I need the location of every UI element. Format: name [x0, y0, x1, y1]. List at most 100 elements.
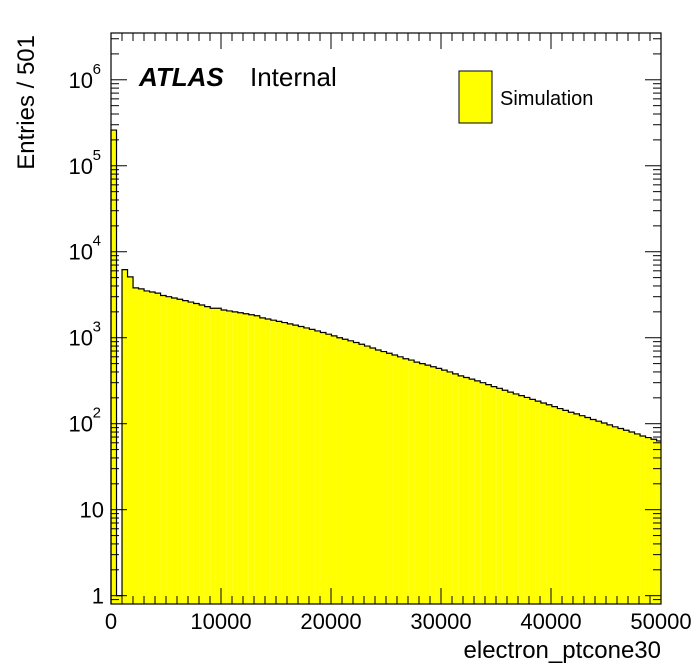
histogram-bar: [193, 303, 200, 604]
histogram-bar: [381, 351, 387, 604]
y-tick-label: 1: [92, 584, 104, 609]
histogram-bar: [364, 346, 371, 604]
histogram-bar: [309, 329, 315, 604]
y-tick-label: 10 4: [69, 233, 101, 265]
histogram-bar: [204, 306, 211, 604]
histogram-bar: [640, 435, 646, 604]
y-tick-label: 10 3: [69, 319, 101, 351]
histogram-bar: [265, 319, 271, 604]
y-tick-exponent: 6: [93, 61, 101, 78]
x-tick-label: 30000: [410, 609, 471, 634]
histogram-bar: [507, 392, 514, 604]
histogram-bar: [226, 310, 233, 604]
histogram-bar: [116, 595, 123, 604]
histogram-bar: [276, 321, 282, 604]
histogram-bar: [177, 299, 183, 604]
histogram-bar: [551, 406, 558, 604]
histogram-bar: [452, 373, 459, 604]
histogram-bar: [314, 330, 321, 604]
histogram-bar: [496, 388, 503, 604]
histogram-bar: [342, 339, 348, 604]
histogram-bar: [303, 327, 310, 604]
y-tick-exponent: 4: [93, 233, 101, 250]
x-tick-label: 50000: [630, 609, 691, 634]
histogram-bar: [215, 308, 222, 604]
histogram-outline: [110, 129, 661, 604]
histogram-bar: [144, 290, 150, 604]
y-tick-base: 10: [69, 154, 93, 179]
histogram-bar: [447, 371, 453, 604]
x-tick-label: 10000: [190, 609, 251, 634]
histogram-bar: [281, 322, 288, 604]
histogram-bar: [397, 356, 404, 604]
x-tick-label: 20000: [300, 609, 361, 634]
histogram-bar: [595, 421, 602, 604]
histogram-bar: [634, 433, 641, 604]
histogram-bar: [546, 404, 552, 604]
x-tick-labels: 0 10000 20000 30000 40000 50000: [105, 609, 692, 634]
histogram-bar: [469, 379, 475, 604]
histogram-bar: [370, 347, 376, 604]
histogram-bar: [629, 432, 635, 604]
histogram-bar: [182, 300, 189, 604]
legend-swatch: [458, 70, 493, 124]
histogram-bar: [606, 424, 613, 604]
histogram-bar: [320, 332, 326, 604]
histogram-bar: [155, 293, 161, 604]
histogram-bar: [403, 358, 409, 604]
histogram-bar: [138, 288, 145, 604]
histogram-bar: [292, 325, 299, 604]
histogram-bar: [656, 440, 661, 604]
histogram-bar: [287, 323, 293, 604]
histogram-bar: [122, 269, 128, 604]
histogram-bar: [557, 408, 563, 604]
histogram-bar: [111, 130, 117, 604]
histogram-bar: [375, 349, 382, 604]
histogram-bar: [491, 386, 497, 604]
y-tick-label: 10 5: [69, 147, 101, 179]
histogram-bar: [199, 305, 205, 604]
histogram-bar: [518, 395, 525, 604]
histogram-bar: [612, 426, 619, 604]
y-axis-title: Entries / 501: [13, 35, 40, 170]
histogram-bar: [513, 393, 519, 604]
histogram-bar: [221, 310, 227, 604]
internal-label: Internal: [250, 62, 337, 92]
histogram-bar: [259, 317, 266, 604]
histogram-bar: [336, 337, 343, 604]
histogram-bar: [210, 308, 216, 604]
histogram-bar: [601, 422, 607, 604]
histogram-bar: [430, 366, 437, 604]
histogram-bar: [331, 335, 337, 604]
histogram-bar: [535, 401, 541, 604]
histogram-bar: [243, 313, 249, 604]
histogram-bar: [298, 326, 304, 604]
histogram-bar: [529, 399, 536, 604]
y-tick-base: 10: [69, 412, 93, 437]
histogram-bar: [618, 428, 624, 604]
legend-label: Simulation: [500, 88, 593, 110]
histogram-bar: [458, 375, 464, 604]
histogram-bar: [573, 413, 580, 604]
y-tick-exponent: 3: [93, 319, 101, 336]
histogram-bar: [645, 437, 652, 604]
histogram-bar: [254, 315, 260, 604]
atlas-label: ATLAS: [138, 62, 224, 92]
y-tick-label: 10 6: [69, 61, 101, 93]
histogram-bar: [436, 368, 442, 604]
histogram-bar: [463, 377, 470, 604]
y-tick-base: 10: [80, 498, 104, 523]
histogram-bar: [171, 297, 178, 604]
y-tick-base: 10: [69, 240, 93, 265]
histogram-bar: [568, 412, 574, 604]
histogram-bar: [386, 353, 393, 604]
histogram-bar: [325, 334, 332, 604]
y-tick-exponent: 2: [93, 405, 101, 422]
histogram-bar: [133, 287, 139, 604]
y-tick-base: 10: [69, 326, 93, 351]
plot-frame: [110, 32, 662, 605]
histogram-bar: [480, 382, 486, 604]
histogram-bar: [485, 384, 492, 604]
